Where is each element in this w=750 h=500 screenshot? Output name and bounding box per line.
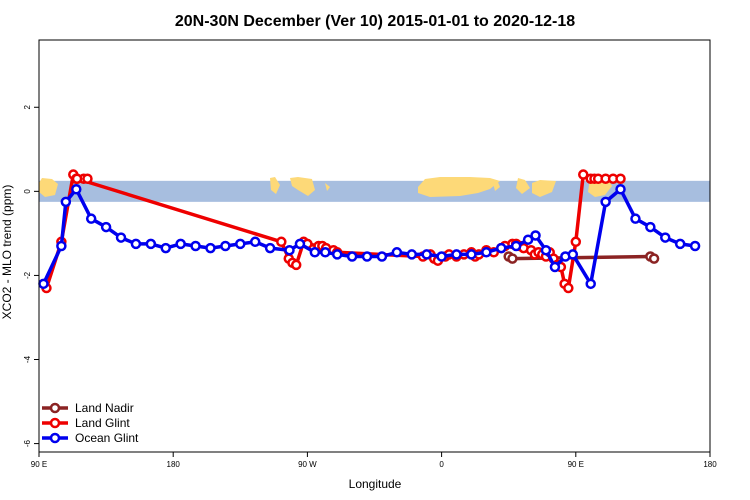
series-2-point-43 xyxy=(630,213,641,224)
y-tick-label-2: -2 xyxy=(23,271,32,279)
series-0-point-3 xyxy=(648,253,660,264)
x-tick-label-2: 90 W xyxy=(298,460,317,469)
series-2-point-33 xyxy=(510,240,522,252)
series-layer xyxy=(38,169,701,294)
series-2-point-16 xyxy=(264,242,276,254)
series-2-point-29 xyxy=(451,249,462,260)
legend-marker-0 xyxy=(49,402,61,414)
series-2-point-15 xyxy=(249,236,261,248)
series-2-point-40 xyxy=(585,278,596,290)
series-2-point-6 xyxy=(115,232,127,243)
x-tick-label-5: 180 xyxy=(703,460,717,469)
series-1-point-50 xyxy=(578,169,589,180)
series-2-point-8 xyxy=(145,238,157,250)
series-2 xyxy=(38,183,701,290)
series-2-point-32 xyxy=(495,242,507,254)
series-2-point-5 xyxy=(100,221,112,233)
series-2-point-25 xyxy=(391,247,403,258)
series-2-point-26 xyxy=(406,249,418,260)
series-line-2 xyxy=(41,187,696,286)
series-2-point-20 xyxy=(320,247,331,258)
legend-label-0: Land Nadir xyxy=(75,401,134,415)
series-1-point-56 xyxy=(615,173,626,184)
land-shape-7 xyxy=(532,180,556,197)
series-2-point-34 xyxy=(522,234,534,245)
series-2-point-27 xyxy=(421,249,432,260)
series-2-point-36 xyxy=(540,244,552,256)
series-2-point-3 xyxy=(71,183,82,195)
y-tick-label-3: 0 xyxy=(23,189,32,194)
series-2-point-28 xyxy=(436,251,447,262)
legend-label-2: Ocean Glint xyxy=(75,431,139,445)
series-2-point-11 xyxy=(190,240,201,252)
series-2-point-44 xyxy=(645,221,656,233)
land-shape-0 xyxy=(39,178,58,197)
series-2-point-35 xyxy=(530,230,541,241)
series-1-point-48 xyxy=(563,282,574,294)
series-1-point-7 xyxy=(71,173,83,184)
legend-marker-2 xyxy=(49,432,61,444)
series-2-point-4 xyxy=(85,213,97,224)
y-axis: -6 -4 -2 0 2 xyxy=(23,104,39,447)
series-2-point-42 xyxy=(615,183,626,195)
land-shape-1 xyxy=(270,177,280,194)
x-tick-label-0: 90 E xyxy=(31,460,47,469)
x-tick-label-4: 90 E xyxy=(568,460,584,469)
series-2-point-9 xyxy=(160,242,171,254)
series-2-point-41 xyxy=(600,196,611,208)
series-2-point-45 xyxy=(660,232,671,243)
series-1-point-11 xyxy=(290,259,302,271)
chart-title: 20N-30N December (Ver 10) 2015-01-01 to … xyxy=(175,13,575,30)
y-tick-label-4: 2 xyxy=(23,104,32,109)
series-2-point-7 xyxy=(130,238,142,250)
land-shape-4 xyxy=(418,177,500,197)
x-tick-label-1: 180 xyxy=(167,460,181,469)
legend-marker-1 xyxy=(49,417,61,429)
series-2-point-0 xyxy=(38,278,49,290)
x-axis: 90 E 180 90 W 0 90 E 180 xyxy=(31,452,717,469)
series-2-point-17 xyxy=(284,244,295,256)
series-2-point-18 xyxy=(294,238,306,250)
series-2-point-46 xyxy=(674,238,686,250)
series-2-point-37 xyxy=(549,261,561,273)
plot-frame xyxy=(38,39,711,453)
series-2-point-22 xyxy=(346,251,358,262)
series-0 xyxy=(503,251,660,264)
series-2-point-39 xyxy=(567,249,579,260)
y-axis-label: XCO2 - MLO trend (ppm) xyxy=(0,185,14,320)
series-2-point-10 xyxy=(175,238,186,250)
series-2-point-1 xyxy=(56,240,67,252)
series-2-point-13 xyxy=(220,240,231,252)
land-shape-5 xyxy=(493,180,500,191)
y-tick-label-1: -4 xyxy=(23,355,32,363)
series-2-point-21 xyxy=(331,249,343,260)
series-0-point-1 xyxy=(507,253,518,264)
series-2-point-23 xyxy=(361,251,373,262)
series-2-point-31 xyxy=(481,247,492,258)
series-2-point-30 xyxy=(466,249,477,260)
legend-label-1: Land Glint xyxy=(75,416,130,430)
series-1-point-49 xyxy=(570,236,582,248)
x-tick-label-3: 0 xyxy=(439,460,444,469)
series-2-point-14 xyxy=(235,238,246,250)
land-shape-3 xyxy=(325,183,330,191)
series-2-point-2 xyxy=(60,196,72,208)
y-tick-label-0: -6 xyxy=(23,439,32,447)
x-axis-label: Longitude xyxy=(349,477,402,491)
series-2-point-47 xyxy=(689,240,701,252)
series-1-point-5 xyxy=(82,173,93,184)
land-shape-6 xyxy=(516,178,530,194)
series-2-point-19 xyxy=(309,247,321,258)
series-2-point-24 xyxy=(376,251,388,262)
series-1-point-8 xyxy=(276,236,287,248)
land-shape-2 xyxy=(290,177,315,196)
series-2-point-12 xyxy=(205,242,216,254)
